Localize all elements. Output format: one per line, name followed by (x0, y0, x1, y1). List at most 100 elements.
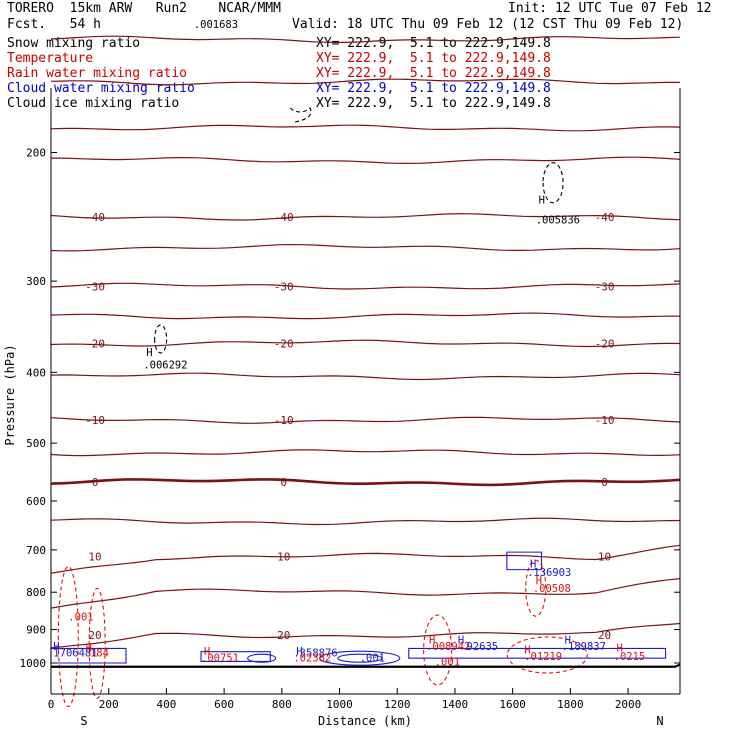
y-tick-label: 700 (26, 544, 46, 557)
legend-rain: Rain water mixing ratio (7, 66, 188, 81)
temperature-contour-label: 10 (88, 551, 101, 564)
forecast-hour: Fcst. 54 h (7, 17, 101, 32)
x-tick-label: 1600 (499, 698, 526, 711)
temperature-contour-label: -20 (274, 337, 294, 350)
cloud-water-contour (408, 647, 667, 659)
temperature-contour (50, 544, 681, 574)
rain-annotation: .00751 (201, 652, 239, 664)
legend-xy-cloud-ice: XY= 222.9, 5.1 to 222.9,149.8 (316, 96, 551, 111)
snow-contour (154, 324, 168, 354)
temperature-contour (50, 517, 681, 526)
rain-annotation: H (536, 575, 542, 587)
temperature-contour (50, 449, 681, 457)
snow-contour (542, 162, 564, 204)
temperature-contour (50, 416, 681, 424)
y-axis-label: Pressure (hPa) (3, 344, 17, 445)
x-tick-label: 1400 (442, 698, 469, 711)
temperature-contour-label: 0 (280, 476, 287, 489)
temperature-contour (50, 35, 681, 43)
rain-annotation: .001 (68, 612, 93, 624)
temperature-contour-label: -20 (85, 337, 105, 350)
snow-contour (289, 107, 312, 123)
x-tick-label: 1800 (557, 698, 584, 711)
temperature-contour (50, 243, 681, 252)
ground-line (51, 663, 681, 668)
snow-annotation: .006292 (143, 359, 187, 371)
cloud_water-annotation: H (530, 558, 536, 570)
temperature-contour-label: 10 (277, 551, 290, 564)
snow-annotation: H (146, 347, 152, 359)
x-tick-label: 2000 (615, 698, 642, 711)
temperature-contour (51, 156, 681, 165)
cloud_water-annotation: H (296, 646, 302, 658)
model-title: TORERO 15km ARW Run2 NCAR/MMM (7, 1, 281, 16)
cloud_water-annotation: 92635 (466, 641, 498, 653)
y-tick-label: 400 (26, 366, 46, 379)
x-tick-label: 200 (99, 698, 119, 711)
rain-annotation: .008942 (426, 641, 470, 653)
y-tick-label: 200 (26, 147, 46, 160)
cloud_water-annotation: H (565, 634, 571, 646)
temperature-contour-label: -10 (85, 414, 105, 427)
temperature-contour-label: -40 (85, 211, 105, 224)
rain-annotation: .00508 (533, 583, 571, 595)
mixing-ratio-features (50, 107, 681, 708)
rain-annotation: 184 (90, 648, 109, 660)
cloud-water-contour (506, 551, 543, 571)
temperature-contour-label: 20 (598, 629, 611, 642)
temperature-contour (50, 339, 681, 348)
temperature-contour (50, 372, 681, 381)
temperature-contours: -60-60-60-40-40-40-30-30-30-20-20-20-10-… (50, 35, 681, 649)
cloud_water-annotation: 1706481 (53, 648, 97, 660)
rain-annotation: .001 (435, 657, 460, 669)
cloud_water-annotation: .189837 (562, 641, 606, 653)
x-end-label-right: N (656, 714, 663, 728)
rain-annotation: .02382 (293, 652, 331, 664)
legend-xy-rain: XY= 222.9, 5.1 to 222.9,149.8 (316, 66, 551, 81)
cloud-water-contour (319, 650, 401, 666)
temperature-contour (50, 578, 681, 609)
legend-temperature: Temperature (7, 51, 94, 66)
legend-xy-cloud-water: XY= 222.9, 5.1 to 222.9,149.8 (316, 81, 551, 96)
snow-annotation: .001683 (194, 19, 238, 31)
temperature-contour (50, 478, 681, 487)
x-end-label-left: S (80, 714, 87, 728)
cloud_water-annotation: H (53, 641, 59, 653)
cloud_water-annotation: .001 (360, 652, 385, 664)
y-tick-label: 500 (26, 437, 46, 450)
cloud_water-annotation: .136903 (527, 567, 571, 579)
rain-annotation: H (429, 634, 435, 646)
rain-annotation: H (204, 646, 210, 658)
y-tick-label: 1000 (20, 657, 47, 670)
temperature-contour-label: 20 (88, 629, 101, 642)
legend-cloud-ice: Cloud ice mixing ratio (7, 96, 180, 111)
snow-annotation: .005836 (536, 214, 580, 226)
temperature-contour-label: -10 (274, 414, 294, 427)
valid-time: Valid: 18 UTC Thu 09 Feb 12 (12 CST Thu … (292, 17, 684, 32)
temperature-contour (50, 213, 681, 221)
temperature-contour (50, 78, 680, 86)
x-axis-label: Distance (km) (318, 714, 412, 728)
rain-annotation: H (617, 643, 623, 655)
temperature-contour-label: 0 (92, 476, 99, 489)
temperature-contour-label: -40 (595, 211, 615, 224)
temperature-contour-label: -10 (595, 414, 615, 427)
x-tick-label: 400 (156, 698, 176, 711)
temperature-contour-label: 20 (277, 629, 290, 642)
rain-annotation: .01219 (524, 651, 562, 663)
x-tick-label: 1200 (384, 698, 411, 711)
rain-contour (525, 559, 547, 617)
temperature-contour-label: -30 (595, 280, 615, 293)
y-tick-label: 600 (26, 495, 46, 508)
temperature-contour (50, 282, 681, 290)
y-tick-label: 900 (26, 624, 46, 637)
temperature-contour-label: -30 (85, 280, 105, 293)
temperature-contour (50, 312, 681, 320)
y-tick-label: 300 (26, 275, 46, 288)
rain-annotation: H (86, 643, 92, 655)
snow-annotation: H (539, 195, 545, 207)
temperature-contour-label: 10 (598, 551, 611, 564)
legend-snow: Snow mixing ratio (7, 36, 141, 51)
